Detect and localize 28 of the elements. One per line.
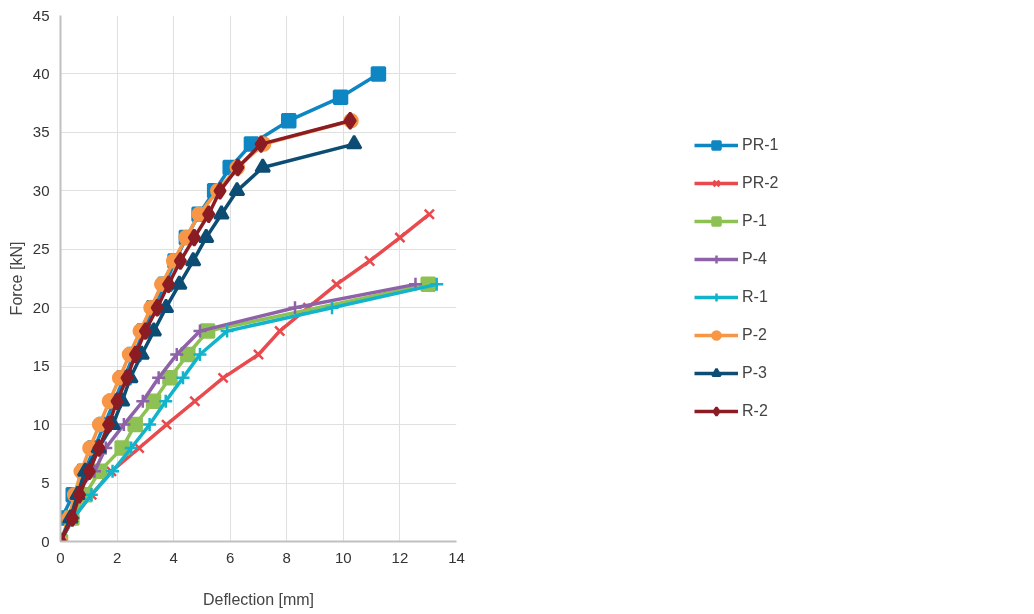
y-tick-label: 40 <box>32 64 50 82</box>
x-tick-label: 14 <box>448 548 465 566</box>
y-tick-label: 15 <box>32 357 50 375</box>
legend-label: P-1 <box>742 212 768 230</box>
legend-label: PR-1 <box>742 136 780 154</box>
y-tick-label: 45 <box>32 6 50 24</box>
y-tick-label: 5 <box>41 474 50 492</box>
y-tick-label: 20 <box>32 298 50 316</box>
legend-label: P-4 <box>742 250 768 268</box>
legend-label: R-2 <box>742 402 769 420</box>
x-tick-label: 2 <box>112 548 122 566</box>
x-tick-label: 0 <box>56 548 65 566</box>
x-tick-label: 4 <box>169 548 178 566</box>
legend-label: R-1 <box>742 288 769 306</box>
y-tick-label: 25 <box>32 240 50 258</box>
legend-label: PR-2 <box>742 174 780 192</box>
legend-label: P-3 <box>742 364 768 382</box>
x-tick-label: 10 <box>335 548 352 566</box>
x-axis-title: Deflection [mm] <box>202 590 315 608</box>
y-axis-title: Force [kN] <box>7 241 25 316</box>
y-tick-label: 10 <box>32 415 50 433</box>
x-tick-label: 6 <box>226 548 235 566</box>
x-tick-label: 12 <box>391 548 409 566</box>
legend-label: P-2 <box>742 326 768 344</box>
y-tick-label: 30 <box>32 181 50 199</box>
x-tick-label: 8 <box>282 548 291 566</box>
y-tick-label: 35 <box>32 123 50 141</box>
y-tick-label: 0 <box>41 532 50 550</box>
